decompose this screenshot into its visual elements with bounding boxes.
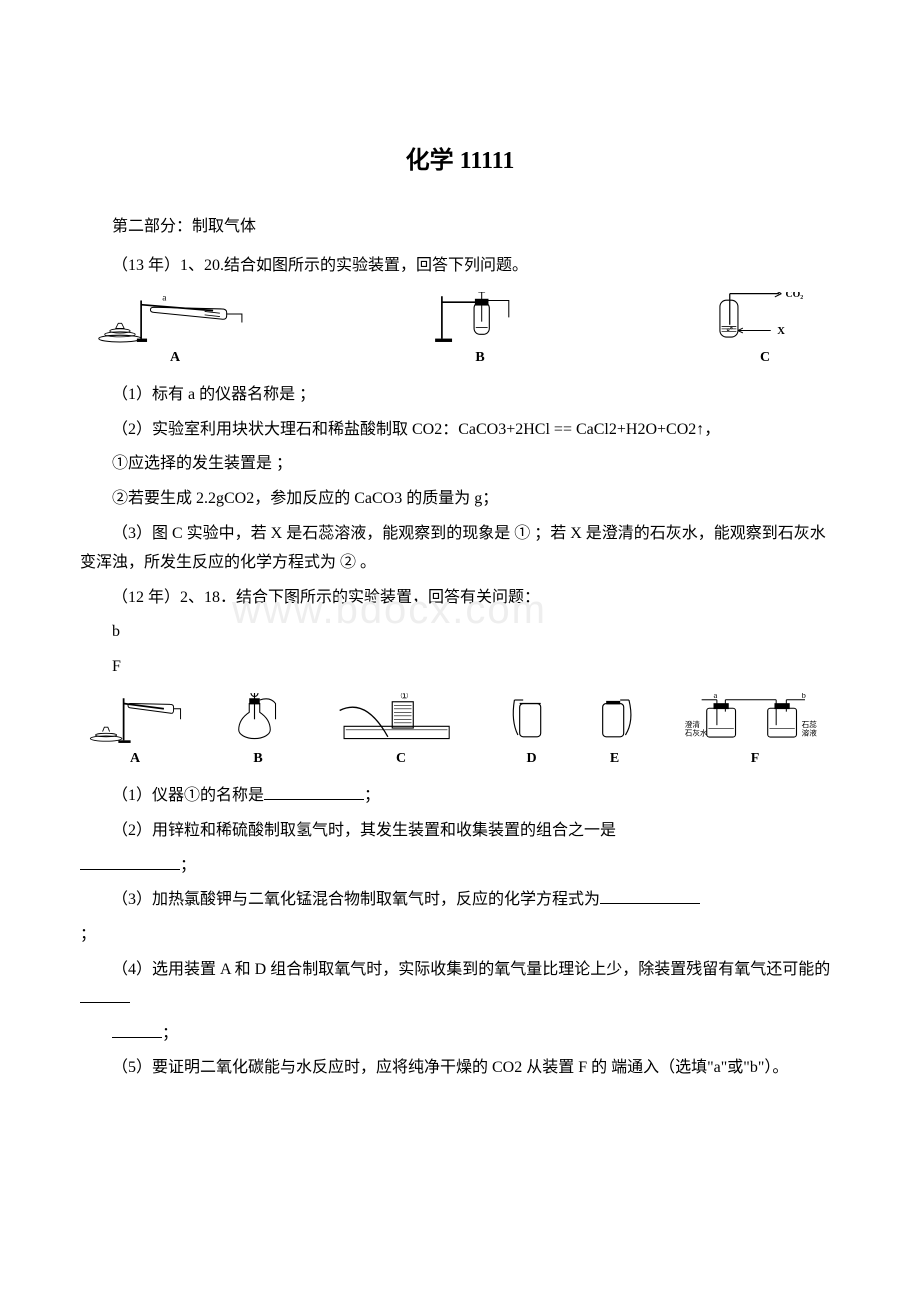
q2-p2-b: ； (180, 857, 196, 874)
q2-p2-line1: （2）用锌粒和稀硫酸制取氢气时，其发生装置和收集装置的组合之一是 (80, 817, 840, 846)
section-header: 第二部分：制取气体 (80, 213, 840, 242)
q2-lead-text: （12 年）2、18．结合下图所示的实验装置，回答有关问题： (112, 589, 540, 606)
q1-apparatus-row: a A (80, 291, 840, 371)
co2-label: CO₂ (785, 292, 803, 300)
q2-p3-semi: ； (80, 921, 840, 950)
blank-line (80, 854, 180, 870)
q2-p1-a: （1）仪器①的名称是 (112, 787, 264, 804)
apparatus-c-label: C (760, 345, 770, 370)
q2-apparatus-row: A B (80, 692, 840, 772)
q2-app-b: B (218, 692, 298, 772)
svg-text:b: b (802, 693, 806, 700)
apparatus-a: a A (80, 291, 270, 371)
q2-p1-b: ； (364, 787, 380, 804)
q2-p5: （5）要证明二氧化碳能与水反应时，应将纯净干燥的 CO2 从装置 F 的 端通入… (80, 1054, 840, 1083)
q2-lead: （12 年）2、18．结合下图所示的实验装置，回答有关问题： www.bdocx… (80, 584, 840, 613)
q1-p2-text: （2）实验室利用块状大理石和稀盐酸制取 CO2：CaCO3+2HCl == Ca… (112, 421, 720, 438)
svg-text:澄清: 澄清 (685, 719, 701, 729)
q1-p3: （3）图 C 实验中，若 X 是石蕊溶液，能观察到的现象是 ① ；若 X 是澄清… (80, 520, 840, 578)
q2-app-a: A (80, 692, 190, 772)
q2-p3: （3）加热氯酸钾与二氧化锰混合物制取氧气时，反应的化学方程式为 (80, 886, 840, 915)
q2-c-label: C (396, 746, 406, 771)
svg-text:溶液: 溶液 (802, 727, 818, 737)
page-title: 化学 11111 (80, 140, 840, 183)
q2-p4-text: （4）选用装置 A 和 D 组合制取氧气时，实际收集到的氧气量比理论上少，除装置… (112, 961, 830, 978)
q1-p2b: ②若要生成 2.2gCO2，参加反应的 CaCO3 的质量为 g； (80, 485, 840, 514)
q2-a-label: A (130, 746, 140, 771)
q2-p4-semi: ； (162, 1025, 178, 1042)
blank-line (80, 987, 130, 1003)
x-label: X (777, 326, 785, 337)
blank-line (600, 888, 700, 904)
q2-app-f: a b 澄清 石灰水 石蕊 溶液 F (670, 692, 840, 772)
blank-line (264, 784, 364, 800)
q1-lead: （13 年）1、20.结合如图所示的实验装置，回答下列问题。 (80, 252, 840, 281)
q2-p1: （1）仪器①的名称是 ； (80, 782, 840, 811)
q2-p4-a: （4）选用装置 A 和 D 组合制取氧气时，实际收集到的氧气量比理论上少，除装置… (80, 956, 840, 1014)
apparatus-a-label: A (170, 345, 180, 370)
svg-text:a: a (162, 293, 166, 303)
q2-d-label: D (526, 746, 536, 771)
apparatus-c: CO₂ X C (690, 291, 840, 371)
svg-text:石灰水: 石灰水 (685, 727, 708, 737)
q2-p2-line2: ； (80, 852, 840, 881)
q2-app-c: ① C (326, 692, 476, 772)
q2-letter-b: b (80, 618, 840, 647)
q2-p3-a: （3）加热氯酸钾与二氧化锰混合物制取氧气时，反应的化学方程式为 (112, 891, 600, 908)
q2-p4-b: ； (80, 1020, 840, 1049)
q2-letter-f: F (80, 653, 840, 682)
blank-line (112, 1022, 162, 1038)
svg-text:①: ① (400, 693, 409, 702)
apparatus-b: B (415, 291, 545, 371)
q1-p2-a: （2）实验室利用块状大理石和稀盐酸制取 CO2：CaCO3+2HCl == Ca… (80, 416, 840, 445)
q2-e-label: E (610, 746, 619, 771)
q2-f-label: F (751, 746, 760, 771)
svg-text:a: a (714, 693, 718, 700)
q1-p1: （1）标有 a 的仪器名称是 ； (80, 381, 840, 410)
q2-b-label: B (253, 746, 262, 771)
apparatus-b-label: B (475, 345, 484, 370)
q2-app-e: E (587, 692, 642, 772)
q2-app-d: D (504, 692, 559, 772)
svg-text:石蕊: 石蕊 (802, 719, 818, 729)
q1-p2a: ①应选择的发生装置是 ； (80, 450, 840, 479)
